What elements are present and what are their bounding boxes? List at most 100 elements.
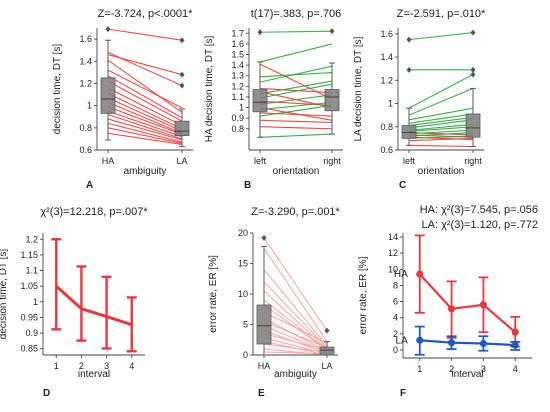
outlier-point — [261, 234, 267, 241]
pair-line — [259, 104, 333, 117]
series-point — [479, 301, 488, 309]
pair-line — [263, 311, 328, 344]
pair-line — [263, 290, 328, 350]
pair-line — [408, 87, 474, 116]
y-tick-label: 1.7 — [231, 28, 244, 38]
y-tick-label: 5 — [243, 320, 248, 330]
x-tick-label: LA — [176, 156, 187, 166]
pair-line — [259, 63, 333, 100]
pair-line — [107, 75, 183, 119]
pair-line — [263, 343, 328, 354]
pair-line — [408, 129, 474, 135]
panel-title-line: HA: χ²(3)=7.545, p=.056 — [420, 204, 538, 216]
y-tick-label: 0.8 — [380, 122, 393, 132]
pair-line — [259, 94, 333, 105]
pair-line — [263, 299, 328, 350]
y-tick-label: 1.5 — [231, 50, 244, 60]
pair-line — [263, 333, 328, 351]
pair-line — [107, 59, 183, 113]
y-axis-label: decision time, DT [s] — [52, 44, 63, 135]
box — [252, 89, 268, 113]
x-tick-label: left — [254, 156, 267, 166]
pair-line — [408, 123, 474, 131]
y-tick-label: 1.6 — [380, 29, 393, 39]
y-tick-label: 2 — [393, 329, 398, 339]
y-tick-label: 1.4 — [79, 56, 92, 66]
box — [319, 346, 335, 356]
y-tick-label: 15 — [238, 259, 248, 269]
x-axis-label: orientation — [418, 166, 465, 177]
y-tick-label: 1.3 — [231, 71, 244, 81]
series-line — [418, 273, 516, 334]
x-tick-label: left — [403, 156, 416, 166]
series-point — [416, 270, 424, 278]
series-point — [511, 341, 519, 349]
y-tick-label: 1.05 — [20, 281, 38, 291]
pair-line — [107, 113, 183, 140]
pair-line — [107, 69, 183, 109]
panel-title-line: LA: χ²(3)=1.120, p=.772 — [422, 219, 538, 231]
pair-line — [408, 107, 474, 121]
y-axis-label: HA decision time, DT [s] — [204, 36, 215, 143]
outlier-point — [470, 71, 476, 78]
y-tick-label: 1.4 — [380, 52, 393, 62]
pair-line — [408, 119, 474, 129]
x-tick-label: HA — [258, 361, 271, 371]
outlier-point — [179, 82, 185, 89]
y-tick-label: 1.2 — [25, 234, 38, 244]
outlier-point — [179, 37, 185, 44]
y-tick-label: 1 — [388, 99, 393, 109]
y-tick-label: 1.15 — [20, 250, 38, 260]
pair-line — [107, 110, 183, 138]
y-tick-label: 10 — [388, 264, 398, 274]
x-axis-label: interval — [451, 369, 483, 380]
pair-line — [408, 113, 474, 124]
y-tick-label: 1.6 — [79, 34, 92, 44]
outlier-point — [324, 327, 330, 334]
pair-line — [107, 87, 183, 127]
y-axis-label: error rate, ER [%] — [208, 255, 219, 333]
pair-line — [259, 119, 333, 123]
pair-line — [259, 112, 333, 117]
pair-line — [259, 30, 333, 33]
y-tick-label: 0 — [393, 345, 398, 355]
pair-line — [408, 73, 474, 109]
y-tick-label: 6 — [393, 297, 398, 307]
box — [100, 77, 116, 114]
outlier-point — [406, 36, 412, 43]
y-axis-label: decision time, DT [s] — [0, 249, 9, 340]
pair-line — [259, 43, 333, 63]
x-tick-label: 4 — [129, 361, 134, 371]
series-label: HA — [394, 269, 408, 280]
y-tick-label: 1.2 — [231, 81, 244, 91]
pair-line — [263, 247, 328, 342]
panel-letter: A — [86, 180, 93, 191]
pair-line — [107, 132, 183, 145]
box — [174, 120, 190, 136]
panel-title: Z=-2.591, p=.010* — [397, 8, 486, 20]
outlier-point — [105, 26, 111, 33]
panel-title: Z=-3.724, p<.0001* — [98, 8, 194, 20]
x-tick-label: 2 — [449, 364, 454, 374]
x-tick-label: HA — [102, 156, 115, 166]
y-tick-label: 8 — [393, 280, 398, 290]
box — [324, 89, 340, 112]
x-tick-label: 1 — [417, 364, 422, 374]
pair-line — [408, 126, 474, 132]
pair-line — [107, 106, 183, 135]
box — [465, 113, 481, 138]
series-point — [447, 339, 456, 347]
panel-letter: E — [258, 388, 265, 399]
outlier-point — [257, 29, 263, 36]
series-label: LA — [396, 335, 409, 346]
series-point — [416, 336, 424, 344]
y-tick-label: 0.85 — [20, 344, 38, 354]
outlier-point — [406, 66, 412, 73]
outlier-point — [329, 28, 335, 35]
y-tick-label: 20 — [238, 228, 248, 238]
x-axis-label: ambiguity — [274, 369, 317, 380]
pair-line — [408, 32, 474, 41]
y-tick-label: 0.95 — [20, 312, 38, 322]
pair-line — [259, 100, 333, 106]
pair-line — [259, 80, 333, 95]
